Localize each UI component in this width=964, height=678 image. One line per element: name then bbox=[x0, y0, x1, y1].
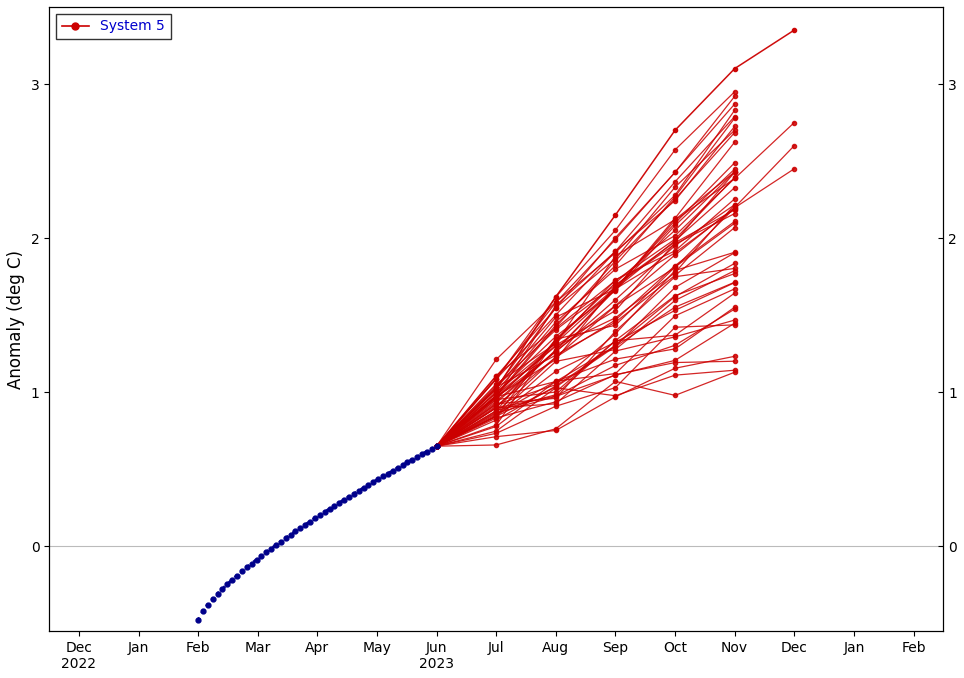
Legend: System 5: System 5 bbox=[56, 14, 171, 39]
Y-axis label: Anomaly (deg C): Anomaly (deg C) bbox=[7, 250, 25, 388]
